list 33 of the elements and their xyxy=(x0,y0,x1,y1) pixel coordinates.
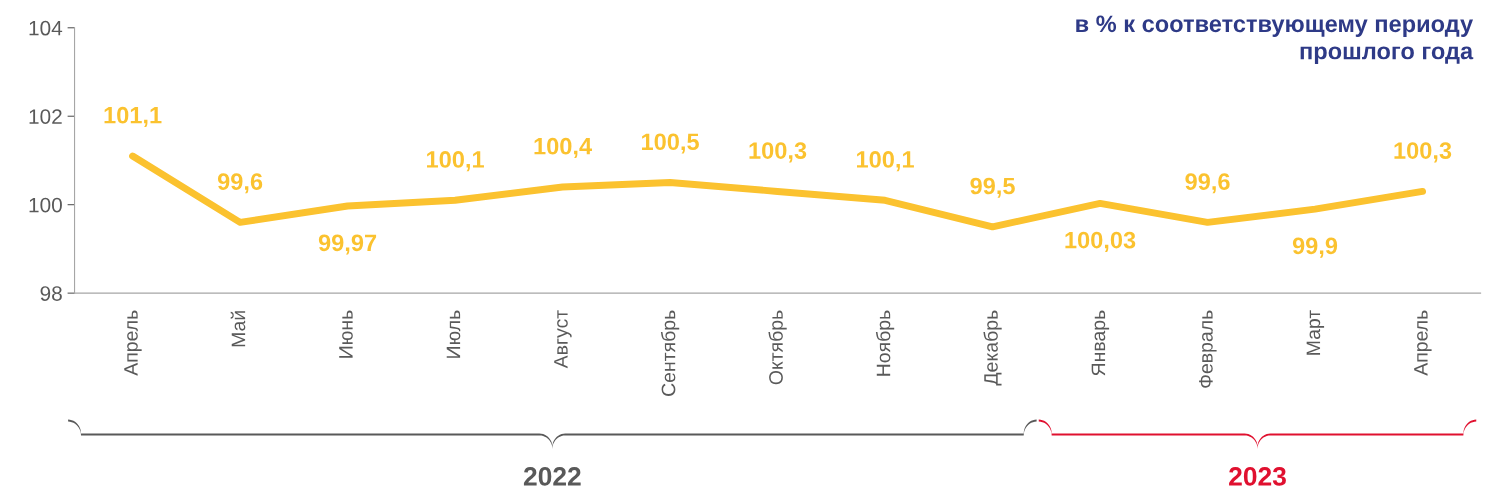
text: 2022 xyxy=(523,467,581,486)
y-tick-label: 104 xyxy=(29,20,63,36)
y-tick-label: 102 xyxy=(29,109,62,124)
data-label: 99,6 xyxy=(217,173,263,194)
data-label: 100,4 xyxy=(534,137,592,158)
x-tick-label: Июнь xyxy=(339,310,353,358)
data-label: 100,1 xyxy=(427,151,484,172)
x-tick-label: Март xyxy=(1306,310,1325,355)
data-label: 100,3 xyxy=(1394,142,1452,163)
x-tick-label: Февраль xyxy=(1199,310,1217,388)
x-tick-label: Январь xyxy=(1091,310,1110,376)
data-label: 99,97 xyxy=(318,234,377,255)
x-tick-label: Июль xyxy=(446,310,461,358)
y-tick-label: 100 xyxy=(29,197,62,213)
data-label: 99,5 xyxy=(970,177,1015,198)
x-tick-label: Май xyxy=(230,311,246,347)
text: 2023 xyxy=(1229,467,1286,486)
x-tick-label: Октябрь xyxy=(768,310,787,385)
data-label: 100,03 xyxy=(1065,231,1136,252)
data-label: 99,9 xyxy=(1292,237,1338,258)
data-label: 101,1 xyxy=(104,106,162,128)
data-label: 99,6 xyxy=(1185,173,1230,194)
data-label: 100,3 xyxy=(749,142,807,163)
chart-title: в % к соответствующему периоду прошлого года xyxy=(1076,15,1474,65)
x-tick-label: Апрель xyxy=(1414,310,1432,376)
x-tick-label: Апрель xyxy=(124,310,142,376)
x-tick-label: Ноябрь xyxy=(875,310,895,376)
x-tick-label: Декабрь xyxy=(983,310,1002,386)
x-tick-label: Август xyxy=(554,310,572,369)
x-tick-label: Сентябрь xyxy=(660,310,680,396)
y-tick-label: 98 xyxy=(40,286,62,301)
data-label: 100,1 xyxy=(857,151,914,172)
data-label: 100,5 xyxy=(642,133,699,154)
